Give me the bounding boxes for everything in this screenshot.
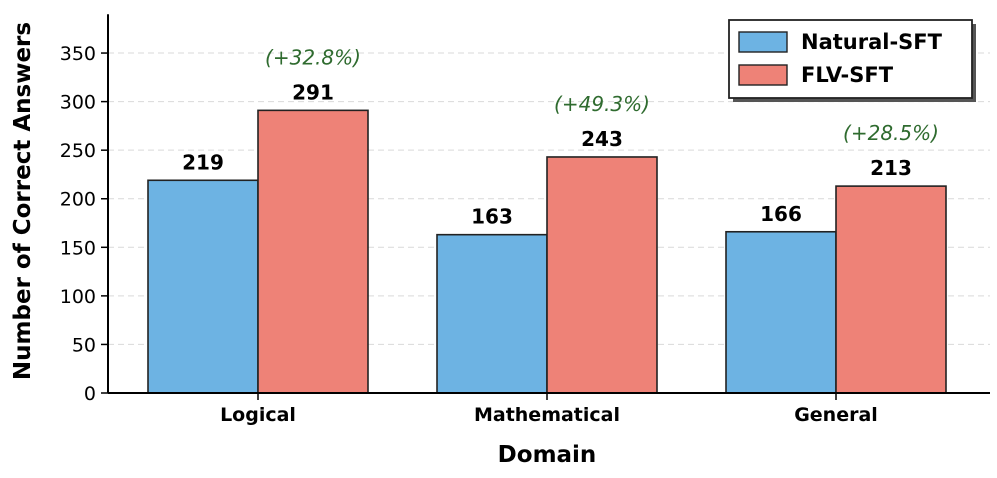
y-tick-label: 350 xyxy=(60,43,96,65)
legend-label: Natural-SFT xyxy=(801,30,943,54)
bar-natural-sft-general xyxy=(725,230,837,394)
y-tick-label: 50 xyxy=(72,334,96,356)
improvement-annotation: (+32.8%) xyxy=(265,45,361,69)
legend: Natural-SFT FLV-SFT xyxy=(728,19,976,102)
value-label: 163 xyxy=(471,205,513,229)
y-tick-label: 150 xyxy=(60,237,96,259)
bar-natural-sft-mathematical xyxy=(436,233,548,394)
bar-natural-sft-logical xyxy=(147,179,259,394)
y-tick-label: 200 xyxy=(60,189,96,211)
x-tick-label: Logical xyxy=(220,404,296,426)
axes: 0 50 100 150 200 250 300 350 Logical Mathematical… xyxy=(60,14,990,426)
y-tick-label: 250 xyxy=(60,140,96,162)
y-tick-label: 0 xyxy=(84,383,96,405)
improvement-annotation: (+28.5%) xyxy=(843,121,939,145)
legend-swatch xyxy=(738,31,788,53)
labels: 219 291 (+32.8%) 163 243 (+49.3%) 166 213 (+28.5… xyxy=(182,45,939,228)
value-label: 219 xyxy=(182,150,224,174)
value-label: 243 xyxy=(581,127,623,151)
improvement-annotation: (+49.3%) xyxy=(554,92,650,116)
x-tick-label: Mathematical xyxy=(474,404,620,426)
value-label: 166 xyxy=(760,202,802,226)
value-label: 213 xyxy=(870,156,912,180)
bar-flv-sft-general xyxy=(835,185,947,394)
legend-swatch xyxy=(738,64,788,86)
y-tick-label: 100 xyxy=(60,286,96,308)
legend-label: FLV-SFT xyxy=(801,63,894,87)
x-tick-label: General xyxy=(794,404,878,426)
x-axis-title: Domain xyxy=(498,442,597,468)
bar-flv-sft-logical xyxy=(257,109,369,394)
y-axis-title: Number of Correct Answers xyxy=(10,22,36,380)
bars xyxy=(147,109,947,394)
value-label: 291 xyxy=(292,80,334,104)
bar-flv-sft-mathematical xyxy=(546,156,658,394)
y-tick-label: 300 xyxy=(60,92,96,114)
